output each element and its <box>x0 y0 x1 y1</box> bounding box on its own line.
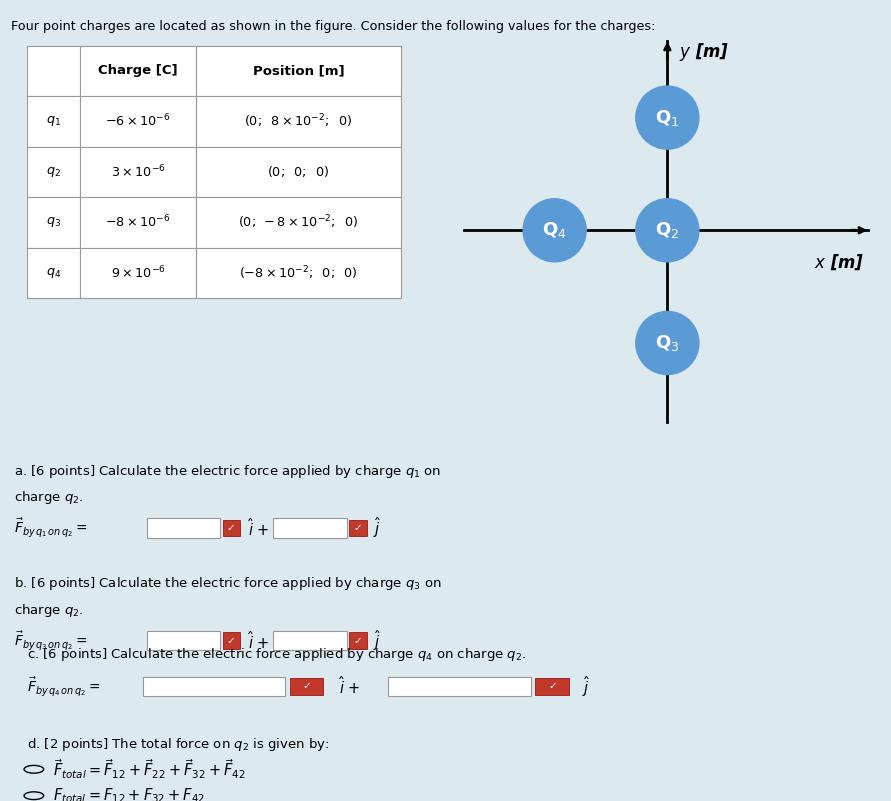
Text: $q_2$: $q_2$ <box>46 165 61 179</box>
Bar <box>143 677 285 696</box>
Bar <box>349 633 366 649</box>
Text: $\vec{F}_{by\,q_3\,on\,q_2}=$: $\vec{F}_{by\,q_3\,on\,q_2}=$ <box>13 629 87 652</box>
Text: ✓: ✓ <box>227 636 235 646</box>
Text: $\hat{j}$: $\hat{j}$ <box>373 516 381 540</box>
Text: $q_3$: $q_3$ <box>46 215 61 229</box>
Text: $\hat{j}$: $\hat{j}$ <box>373 628 381 653</box>
Bar <box>80 96 196 147</box>
Text: Charge [C]: Charge [C] <box>98 64 178 78</box>
Text: $\vec{F}_{by\,q_4\,on\,q_2}=$: $\vec{F}_{by\,q_4\,on\,q_2}=$ <box>27 675 101 698</box>
Text: $\hat{i}$ +: $\hat{i}$ + <box>339 675 361 698</box>
Bar <box>80 248 196 298</box>
Text: $(0;\;-8\times10^{-2};\;\;0)$: $(0;\;-8\times10^{-2};\;\;0)$ <box>239 214 358 231</box>
Text: $q_4$: $q_4$ <box>45 266 61 280</box>
Text: $\hat{i}$ +: $\hat{i}$ + <box>249 517 270 539</box>
Bar <box>196 197 401 248</box>
Text: $-6\times10^{-6}$: $-6\times10^{-6}$ <box>105 113 171 130</box>
Bar <box>147 631 220 650</box>
Bar <box>147 518 220 537</box>
Bar <box>80 197 196 248</box>
Bar <box>196 96 401 147</box>
Bar <box>196 147 401 197</box>
Bar <box>27 197 80 248</box>
Bar <box>388 677 531 696</box>
Text: Q$_2$: Q$_2$ <box>655 220 680 240</box>
Text: $x$ [m]: $x$ [m] <box>814 253 864 272</box>
Bar <box>535 678 569 694</box>
Circle shape <box>636 86 699 149</box>
Text: Position [m]: Position [m] <box>253 64 344 78</box>
Text: $\hat{j}$: $\hat{j}$ <box>582 674 590 698</box>
Bar <box>274 631 347 650</box>
Text: $\vec{F}_{total} = \vec{F}_{12} + \vec{F}_{22} + \vec{F}_{32} + \vec{F}_{42}$: $\vec{F}_{total} = \vec{F}_{12} + \vec{F… <box>53 758 246 781</box>
Text: charge $q_2$.: charge $q_2$. <box>13 489 83 506</box>
Text: $y$ [m]: $y$ [m] <box>679 41 729 63</box>
Text: b. [6 points] Calculate the electric force applied by charge $q_3$ on: b. [6 points] Calculate the electric for… <box>13 575 441 593</box>
Text: $(0;\;\;8\times10^{-2};\;\;0)$: $(0;\;\;8\times10^{-2};\;\;0)$ <box>244 113 353 130</box>
Bar <box>223 520 240 536</box>
Text: $F_{total} = F_{12} + F_{32} + F_{42}$: $F_{total} = F_{12} + F_{32} + F_{42}$ <box>53 787 206 801</box>
Text: ✓: ✓ <box>302 682 311 691</box>
Text: ✓: ✓ <box>354 636 363 646</box>
Bar <box>80 46 196 96</box>
Bar <box>196 46 401 96</box>
Circle shape <box>636 312 699 375</box>
Text: $(0;\;\;0;\;\;0)$: $(0;\;\;0;\;\;0)$ <box>267 164 330 179</box>
Bar <box>274 518 347 537</box>
Bar <box>223 633 240 649</box>
Bar <box>27 96 80 147</box>
Circle shape <box>636 199 699 262</box>
Bar <box>290 678 323 694</box>
Text: Q$_1$: Q$_1$ <box>655 107 680 127</box>
Text: Four point charges are located as shown in the figure. Consider the following va: Four point charges are located as shown … <box>11 20 655 33</box>
Text: d. [2 points] The total force on $q_2$ is given by:: d. [2 points] The total force on $q_2$ i… <box>27 736 329 753</box>
Text: $(-8\times10^{-2};\;\;0;\;\;0)$: $(-8\times10^{-2};\;\;0;\;\;0)$ <box>239 264 358 281</box>
Text: Q$_3$: Q$_3$ <box>655 333 680 353</box>
Text: charge $q_2$.: charge $q_2$. <box>13 602 83 619</box>
Text: ✓: ✓ <box>354 523 363 533</box>
Bar <box>27 248 80 298</box>
Text: $\vec{F}_{by\,q_1\,on\,q_2}=$: $\vec{F}_{by\,q_1\,on\,q_2}=$ <box>13 517 87 539</box>
Text: $-8\times10^{-6}$: $-8\times10^{-6}$ <box>105 214 171 231</box>
Circle shape <box>523 199 586 262</box>
Bar <box>349 520 366 536</box>
Text: $3\times10^{-6}$: $3\times10^{-6}$ <box>110 163 166 180</box>
Text: c. [6 points] Calculate the electric force applied by charge $q_4$ on charge $q_: c. [6 points] Calculate the electric for… <box>27 646 526 663</box>
Bar <box>27 46 80 96</box>
Text: a. [6 points] Calculate the electric force applied by charge $q_1$ on: a. [6 points] Calculate the electric for… <box>13 463 441 480</box>
Text: ✓: ✓ <box>548 682 557 691</box>
Text: $\hat{i}$ +: $\hat{i}$ + <box>249 630 270 651</box>
Text: $9\times10^{-6}$: $9\times10^{-6}$ <box>110 264 166 281</box>
Bar <box>196 248 401 298</box>
Bar <box>80 147 196 197</box>
Text: ✓: ✓ <box>227 523 235 533</box>
Text: $q_1$: $q_1$ <box>46 115 61 128</box>
Text: Q$_4$: Q$_4$ <box>543 220 567 240</box>
Bar <box>27 147 80 197</box>
